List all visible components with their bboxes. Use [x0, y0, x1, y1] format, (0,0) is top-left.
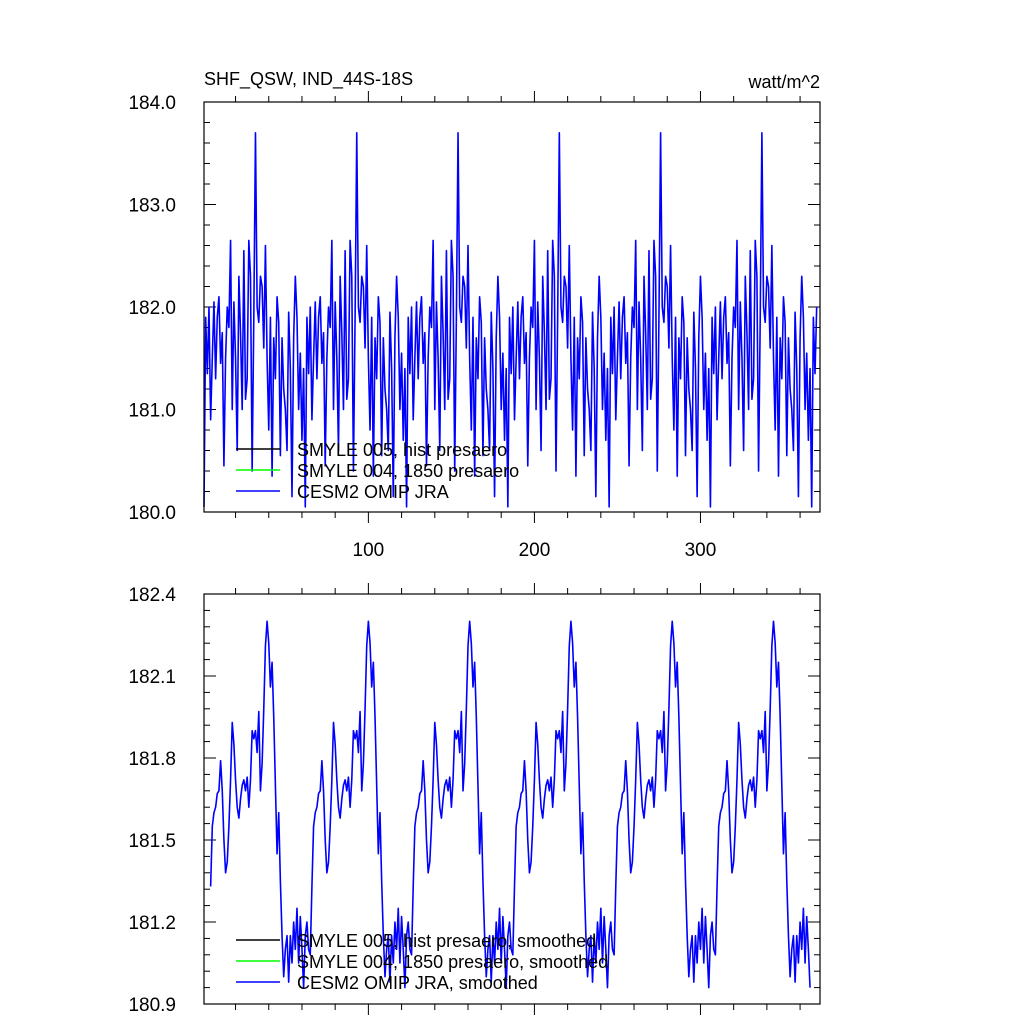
legend-label-0: SMYLE 005, hist presaero, smoothed: [297, 931, 596, 951]
y-tick-label: 181.0: [128, 401, 176, 422]
bottom-panel: 180.9 181.2 181.5 181.8 182.1 182.4 SMYLE 005…: [128, 583, 821, 1016]
top-x-tick-labels: 100 200 300: [353, 540, 717, 561]
top-y-tick-labels: 180.0 181.0 182.0 183.0 184.0: [128, 93, 176, 524]
legend-label-1: SMYLE 004, 1850 presaero: [297, 461, 519, 481]
legend-label-0: SMYLE 005, hist presaero: [297, 440, 507, 460]
legend-label-2: CESM2 OMIP JRA: [297, 482, 449, 502]
bottom-plot-frame: [203, 593, 821, 1005]
series-line-2: [209, 620, 811, 989]
bottom-y-tick-labels: 180.9 181.2 181.5 181.8 182.1 182.4: [128, 585, 176, 1016]
top-chart-title: SHF_QSW, IND_44S-18S: [204, 69, 413, 90]
top-plot-frame: [203, 101, 821, 513]
y-tick-label: 184.0: [128, 93, 176, 114]
y-tick-label: 182.4: [128, 585, 176, 606]
y-tick-label: 183.0: [128, 196, 176, 217]
x-tick-label: 200: [519, 540, 551, 561]
y-tick-label: 180.0: [128, 503, 176, 524]
x-tick-label: 100: [353, 540, 385, 561]
y-tick-label: 181.8: [128, 749, 176, 770]
top-chart-units: watt/m^2: [748, 72, 820, 92]
legend-label-1: SMYLE 004, 1850 presaero, smoothed: [297, 952, 608, 972]
bottom-legend: SMYLE 005, hist presaero, smoothedSMYLE …: [236, 931, 608, 993]
y-tick-label: 181.5: [128, 831, 176, 852]
y-tick-label: 182.1: [128, 667, 176, 688]
series-line-2: [203, 131, 818, 508]
top-panel: SHF_QSW, IND_44S-18S watt/m^2 180.0 181.0…: [128, 69, 821, 561]
x-tick-label: 300: [685, 540, 717, 561]
legend-label-2: CESM2 OMIP JRA, smoothed: [297, 973, 538, 993]
top-series-lines: [203, 131, 818, 508]
y-tick-label: 180.9: [128, 995, 176, 1016]
bottom-series-lines: [209, 620, 811, 989]
y-tick-label: 182.0: [128, 298, 176, 319]
y-tick-label: 181.2: [128, 913, 176, 934]
